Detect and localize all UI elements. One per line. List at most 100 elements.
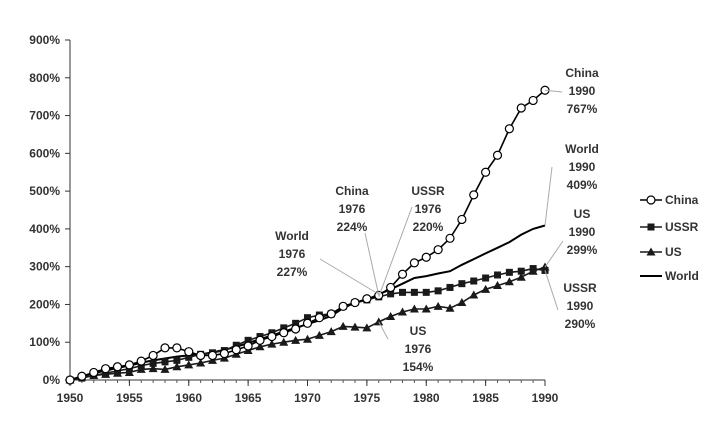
annotation-ussr-1990: USSR 1990 290% xyxy=(544,270,597,331)
data-point-us xyxy=(493,281,502,290)
data-point-us xyxy=(172,362,182,371)
data-point-ussr xyxy=(470,277,478,285)
data-point-us xyxy=(386,312,396,321)
data-point-us xyxy=(409,304,419,313)
data-point-china xyxy=(267,331,277,342)
data-point-ussr xyxy=(517,267,525,275)
x-tick-label: 1975 xyxy=(354,391,381,405)
data-point-china xyxy=(302,318,313,328)
legend-label-china: China xyxy=(665,193,699,207)
data-point-ussr xyxy=(505,268,513,276)
data-point-china xyxy=(291,324,301,334)
data-point-china xyxy=(136,356,146,366)
data-point-china xyxy=(528,95,538,106)
data-point-us xyxy=(338,321,348,330)
data-point-china xyxy=(350,297,360,308)
data-point-china xyxy=(77,371,87,381)
annotation-text: 299% xyxy=(567,243,598,257)
data-point-us xyxy=(516,272,526,281)
legend-item-us: US xyxy=(640,245,682,259)
annotation-text: 224% xyxy=(337,220,368,234)
legend-label-ussr: USSR xyxy=(665,220,699,234)
annotation-china-1976: China 1976 224% xyxy=(335,184,380,296)
data-point-china xyxy=(338,301,348,311)
x-tick-label: 1965 xyxy=(235,391,262,405)
x-tick-label: 1950 xyxy=(57,391,84,405)
data-point-china xyxy=(65,375,75,385)
data-point-china xyxy=(255,335,265,345)
legend-item-world: World xyxy=(640,269,699,283)
annotation-text: 1990 xyxy=(569,160,596,174)
data-point-ussr xyxy=(399,288,406,296)
data-point-china xyxy=(172,343,182,353)
data-point-china xyxy=(279,328,289,338)
data-point-us xyxy=(101,369,111,378)
data-point-china xyxy=(445,233,455,243)
data-point-us xyxy=(528,266,538,275)
data-point-us xyxy=(267,339,277,348)
annotation-text: 767% xyxy=(567,102,598,116)
legend: China USSR US World xyxy=(640,193,699,283)
data-point-china xyxy=(184,347,194,357)
y-tick-label: 200% xyxy=(29,297,60,311)
data-point-china xyxy=(457,214,467,225)
data-point-us xyxy=(124,367,134,376)
annotation-leader-line xyxy=(544,270,559,311)
data-point-ussr xyxy=(410,288,418,296)
data-point-china xyxy=(469,190,479,200)
y-tick-label: 300% xyxy=(29,260,60,274)
data-point-ussr xyxy=(149,359,157,367)
annotation-text: 1976 xyxy=(415,202,442,216)
data-point-china xyxy=(421,252,431,262)
annotation-text: World xyxy=(565,142,599,156)
data-point-china xyxy=(231,345,241,355)
data-point-us xyxy=(184,360,194,369)
data-point-ussr xyxy=(482,274,490,282)
data-point-us xyxy=(421,304,431,313)
y-tick-label: 600% xyxy=(29,146,60,160)
annotation-text: 154% xyxy=(403,360,434,374)
annotation-world-1976: World 1976 227% xyxy=(275,229,380,295)
data-point-china xyxy=(386,282,396,293)
data-point-ussr xyxy=(173,356,181,364)
x-tick-label: 1970 xyxy=(294,391,321,405)
annotation-text: USSR xyxy=(563,281,597,295)
y-tick-label: 900% xyxy=(29,33,60,47)
data-point-china xyxy=(397,269,408,279)
data-point-ussr xyxy=(494,271,501,279)
data-point-us xyxy=(433,301,443,310)
data-point-us xyxy=(113,368,122,377)
legend-marker-ussr xyxy=(647,223,655,231)
data-point-ussr xyxy=(458,280,466,288)
data-point-us xyxy=(374,317,384,326)
data-point-china xyxy=(492,150,503,160)
y-tick-label: 100% xyxy=(29,335,60,349)
data-point-china xyxy=(196,350,206,361)
y-axis: 0% 100% 200% 300% 400% 500% 600% 700% 800% 900% xyxy=(29,33,71,387)
annotation-text: World xyxy=(275,229,309,243)
annotation-text: China xyxy=(335,184,369,198)
x-tick-label: 1980 xyxy=(413,391,440,405)
series-us xyxy=(65,262,550,384)
data-point-ussr xyxy=(304,314,311,322)
annotation-text: 290% xyxy=(565,317,596,331)
data-point-ussr xyxy=(185,353,193,361)
legend-item-china: China xyxy=(640,193,699,207)
data-point-us xyxy=(196,358,206,367)
annotation-leader-line xyxy=(364,232,380,296)
data-point-ussr xyxy=(434,287,442,295)
data-point-us xyxy=(136,364,146,373)
annotation-leader-line xyxy=(319,258,380,295)
annotation-layer: China 1990 767% World 1990 409% US 1990 299% USSR… xyxy=(275,66,599,374)
x-axis: 1950 1955 1960 1965 1970 1975 1980 1985 1990 xyxy=(57,379,559,405)
data-point-china xyxy=(160,343,170,353)
annotation-text: 220% xyxy=(413,220,444,234)
data-point-us xyxy=(255,342,265,351)
annotation-text: 1990 xyxy=(569,84,596,98)
data-point-us xyxy=(279,337,289,346)
data-point-china xyxy=(409,258,419,268)
annotation-text: 1976 xyxy=(405,342,432,356)
data-point-china xyxy=(326,309,336,319)
